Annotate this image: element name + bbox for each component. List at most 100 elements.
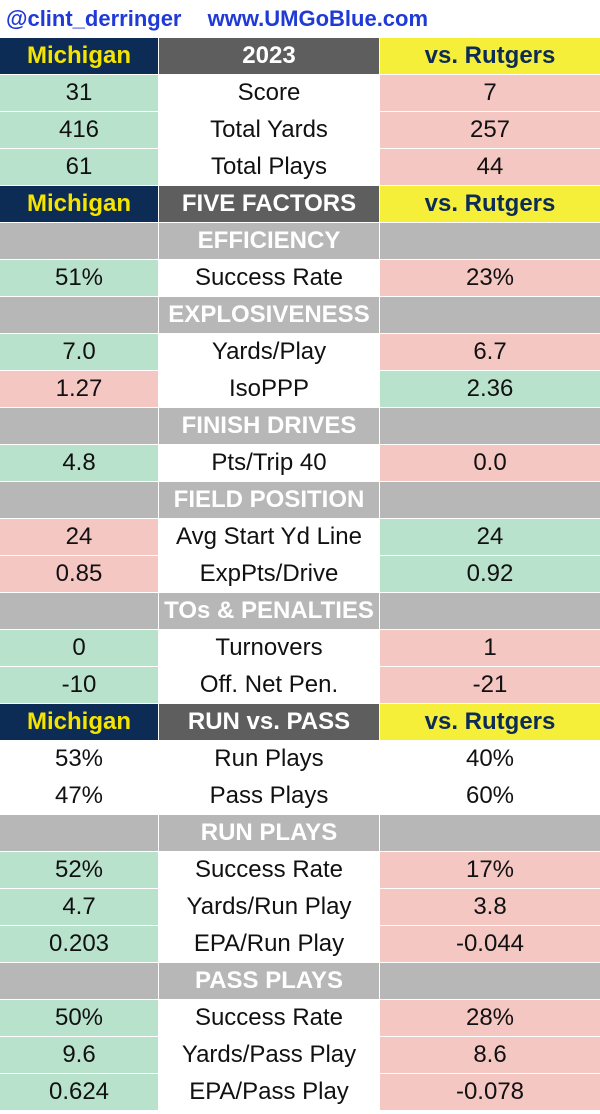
michigan-value: 1.27 <box>0 371 158 407</box>
stat-label: Pass Plays <box>158 778 380 814</box>
michigan-value: 0.624 <box>0 1074 158 1110</box>
michigan-value: 50% <box>0 1000 158 1036</box>
stat-label: Yards/Pass Play <box>158 1037 380 1073</box>
michigan-value: 7.0 <box>0 334 158 370</box>
stat-label: Total Yards <box>158 112 380 148</box>
section-spacer-left <box>0 963 158 999</box>
rutgers-value: 2.36 <box>380 371 600 407</box>
rutgers-value: 257 <box>380 112 600 148</box>
header-row: Michigan 2023 vs. Rutgers <box>0 37 600 74</box>
rutgers-value: 8.6 <box>380 1037 600 1073</box>
stat-label: Avg Start Yd Line <box>158 519 380 555</box>
section-title: FINISH DRIVES <box>158 408 380 444</box>
rutgers-value: 3.8 <box>380 889 600 925</box>
table-row: 24 Avg Start Yd Line 24 <box>0 518 600 555</box>
rutgers-value: -0.044 <box>380 926 600 962</box>
section-row: EFFICIENCY <box>0 222 600 259</box>
rutgers-value: 60% <box>380 778 600 814</box>
table-row: 47% Pass Plays 60% <box>0 777 600 814</box>
section-spacer-right <box>380 815 600 851</box>
section-spacer-right <box>380 963 600 999</box>
stat-label: EPA/Run Play <box>158 926 380 962</box>
michigan-value: 0 <box>0 630 158 666</box>
table-row: 0 Turnovers 1 <box>0 629 600 666</box>
section-spacer-left <box>0 482 158 518</box>
michigan-value: 61 <box>0 149 158 185</box>
team-header-michigan: Michigan <box>0 38 158 74</box>
header-row: Michigan FIVE FACTORS vs. Rutgers <box>0 185 600 222</box>
stat-label: Run Plays <box>158 741 380 777</box>
stat-label: Success Rate <box>158 260 380 296</box>
table-row: -10 Off. Net Pen. -21 <box>0 666 600 703</box>
rutgers-value: -0.078 <box>380 1074 600 1110</box>
stat-label: Total Plays <box>158 149 380 185</box>
table-row: 0.203 EPA/Run Play -0.044 <box>0 925 600 962</box>
section-row: PASS PLAYS <box>0 962 600 999</box>
table-row: 416 Total Yards 257 <box>0 111 600 148</box>
stat-label: Success Rate <box>158 852 380 888</box>
michigan-value: 51% <box>0 260 158 296</box>
section-title: FIELD POSITION <box>158 482 380 518</box>
rutgers-value: 7 <box>380 75 600 111</box>
section-title: EXPLOSIVENESS <box>158 297 380 333</box>
stat-label: Success Rate <box>158 1000 380 1036</box>
table-row: 31 Score 7 <box>0 74 600 111</box>
section-spacer-left <box>0 815 158 851</box>
rutgers-value: 0.92 <box>380 556 600 592</box>
stat-label: Off. Net Pen. <box>158 667 380 703</box>
section-spacer-right <box>380 223 600 259</box>
section-spacer-left <box>0 297 158 333</box>
stat-label: Score <box>158 75 380 111</box>
rutgers-value: 23% <box>380 260 600 296</box>
team-header-michigan: Michigan <box>0 186 158 222</box>
stat-label: IsoPPP <box>158 371 380 407</box>
section-header: RUN vs. PASS <box>158 704 380 740</box>
rutgers-value: 6.7 <box>380 334 600 370</box>
michigan-value: 31 <box>0 75 158 111</box>
michigan-value: 9.6 <box>0 1037 158 1073</box>
rutgers-value: 17% <box>380 852 600 888</box>
table-row: 9.6 Yards/Pass Play 8.6 <box>0 1036 600 1073</box>
section-spacer-left <box>0 593 158 629</box>
section-row: TOs & PENALTIES <box>0 592 600 629</box>
section-title: RUN PLAYS <box>158 815 380 851</box>
header-row: Michigan RUN vs. PASS vs. Rutgers <box>0 703 600 740</box>
rutgers-value: -21 <box>380 667 600 703</box>
table-row: 50% Success Rate 28% <box>0 999 600 1036</box>
section-row: EXPLOSIVENESS <box>0 296 600 333</box>
section-row: FIELD POSITION <box>0 481 600 518</box>
section-header: FIVE FACTORS <box>158 186 380 222</box>
rutgers-value: 28% <box>380 1000 600 1036</box>
michigan-value: 4.7 <box>0 889 158 925</box>
michigan-value: 52% <box>0 852 158 888</box>
stat-label: ExpPts/Drive <box>158 556 380 592</box>
table-row: 0.85 ExpPts/Drive 0.92 <box>0 555 600 592</box>
rutgers-value: 0.0 <box>380 445 600 481</box>
banner: @clint_derringer www.UMGoBlue.com <box>0 0 600 37</box>
team-header-rutgers: vs. Rutgers <box>380 186 600 222</box>
section-title: EFFICIENCY <box>158 223 380 259</box>
michigan-value: 24 <box>0 519 158 555</box>
rutgers-value: 44 <box>380 149 600 185</box>
table-row: 4.7 Yards/Run Play 3.8 <box>0 888 600 925</box>
table-row: 0.624 EPA/Pass Play -0.078 <box>0 1073 600 1110</box>
rutgers-value: 24 <box>380 519 600 555</box>
section-row: RUN PLAYS <box>0 814 600 851</box>
rutgers-value: 40% <box>380 741 600 777</box>
stat-label: EPA/Pass Play <box>158 1074 380 1110</box>
stat-label: Yards/Play <box>158 334 380 370</box>
team-header-rutgers: vs. Rutgers <box>380 38 600 74</box>
section-spacer-right <box>380 408 600 444</box>
stat-label: Pts/Trip 40 <box>158 445 380 481</box>
michigan-value: 4.8 <box>0 445 158 481</box>
stats-table: Michigan 2023 vs. Rutgers 31 Score 7 416 Total … <box>0 37 600 1110</box>
michigan-value: -10 <box>0 667 158 703</box>
section-spacer-right <box>380 297 600 333</box>
michigan-value: 53% <box>0 741 158 777</box>
website-link[interactable]: www.UMGoBlue.com <box>207 6 429 31</box>
table-row: 52% Success Rate 17% <box>0 851 600 888</box>
twitter-handle: @clint_derringer <box>6 6 182 31</box>
rutgers-value: 1 <box>380 630 600 666</box>
section-spacer-left <box>0 408 158 444</box>
section-spacer-right <box>380 482 600 518</box>
